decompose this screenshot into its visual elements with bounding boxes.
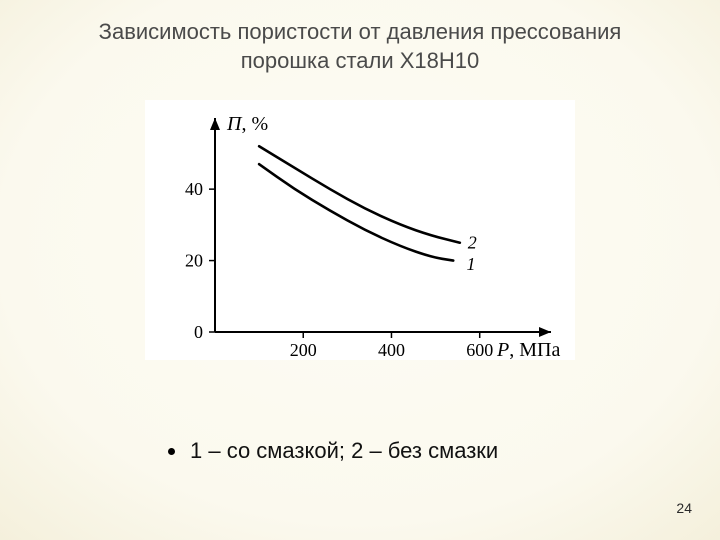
svg-text:40: 40 — [185, 179, 203, 199]
svg-text:1: 1 — [466, 254, 475, 274]
title-line-1: Зависимость пористости от давления пресс… — [99, 19, 622, 44]
slide-title: Зависимость пористости от давления пресс… — [0, 18, 720, 75]
chart-container: 200 400 600 0 20 40 П, % Р, МПа 12 — [145, 100, 575, 360]
svg-text:П, %: П, % — [226, 113, 268, 135]
svg-text:0: 0 — [194, 322, 203, 342]
title-line-2: порошка стали Х18Н10 — [241, 48, 480, 73]
svg-text:2: 2 — [468, 233, 477, 253]
porosity-chart: 200 400 600 0 20 40 П, % Р, МПа 12 — [145, 100, 575, 360]
caption-text: 1 – со смазкой; 2 – без смазки — [190, 438, 498, 463]
svg-text:200: 200 — [290, 340, 317, 360]
svg-text:600: 600 — [466, 340, 493, 360]
svg-text:20: 20 — [185, 251, 203, 271]
svg-text:400: 400 — [378, 340, 405, 360]
svg-text:Р, МПа: Р, МПа — [496, 339, 560, 360]
slide: Зависимость пористости от давления пресс… — [0, 0, 720, 540]
curve-1 — [259, 164, 453, 260]
legend-caption: 1 – со смазкой; 2 – без смазки — [190, 438, 498, 464]
bullet-icon — [168, 448, 175, 455]
page-number: 24 — [676, 500, 692, 516]
